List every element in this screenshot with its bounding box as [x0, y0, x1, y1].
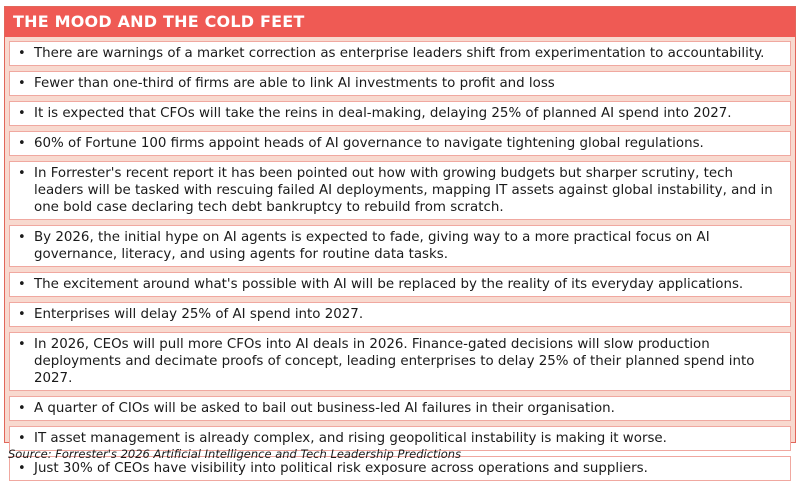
- predictions-list: • There are warnings of a market correcti…: [5, 37, 795, 481]
- list-item: • By 2026, the initial hype on AI agents …: [9, 225, 791, 267]
- list-item-text: There are warnings of a market correctio…: [34, 46, 765, 61]
- list-item-text: 60% of Fortune 100 firms appoint heads o…: [34, 136, 704, 151]
- list-item: • Enterprises will delay 25% of AI spend …: [9, 302, 791, 327]
- list-item: • The excitement around what's possible w…: [9, 272, 791, 297]
- bullet-icon: •: [18, 230, 26, 245]
- list-item: • In 2026, CEOs will pull more CFOs into …: [9, 332, 791, 391]
- bullet-icon: •: [18, 76, 26, 91]
- panel-title: THE MOOD AND THE COLD FEET: [5, 7, 795, 37]
- list-item-text: In 2026, CEOs will pull more CFOs into A…: [34, 337, 755, 386]
- bullet-icon: •: [18, 106, 26, 121]
- bullet-icon: •: [18, 337, 26, 352]
- bullet-icon: •: [18, 431, 26, 446]
- source-caption: Source: Forrester's 2026 Artificial Inte…: [8, 447, 462, 461]
- list-item-text: A quarter of CIOs will be asked to bail …: [34, 401, 615, 416]
- list-item-text: Enterprises will delay 25% of AI spend i…: [34, 307, 364, 322]
- bullet-icon: •: [18, 277, 26, 292]
- bullet-icon: •: [18, 136, 26, 151]
- bullet-icon: •: [18, 46, 26, 61]
- list-item: • In Forrester's recent report it has bee…: [9, 161, 791, 220]
- bullet-icon: •: [18, 307, 26, 322]
- list-item: • 60% of Fortune 100 firms appoint heads …: [9, 131, 791, 156]
- list-item: • A quarter of CIOs will be asked to bail…: [9, 396, 791, 421]
- list-item: • IT asset management is already complex,…: [9, 426, 791, 451]
- list-item: • There are warnings of a market correcti…: [9, 41, 791, 66]
- list-item: • Fewer than one-third of firms are able …: [9, 71, 791, 96]
- bullet-icon: •: [18, 166, 26, 181]
- list-item-text: It is expected that CFOs will take the r…: [34, 106, 732, 121]
- bullet-icon: •: [18, 401, 26, 416]
- list-item: • It is expected that CFOs will take the …: [9, 101, 791, 126]
- list-item-text: By 2026, the initial hype on AI agents i…: [34, 230, 710, 262]
- list-item-text: In Forrester's recent report it has been…: [34, 166, 773, 215]
- list-item-text: The excitement around what's possible wi…: [34, 277, 744, 292]
- list-item-text: Fewer than one-third of firms are able t…: [34, 76, 555, 91]
- list-item-text: IT asset management is already complex, …: [34, 431, 667, 446]
- predictions-panel: THE MOOD AND THE COLD FEET • There are wa…: [4, 6, 796, 481]
